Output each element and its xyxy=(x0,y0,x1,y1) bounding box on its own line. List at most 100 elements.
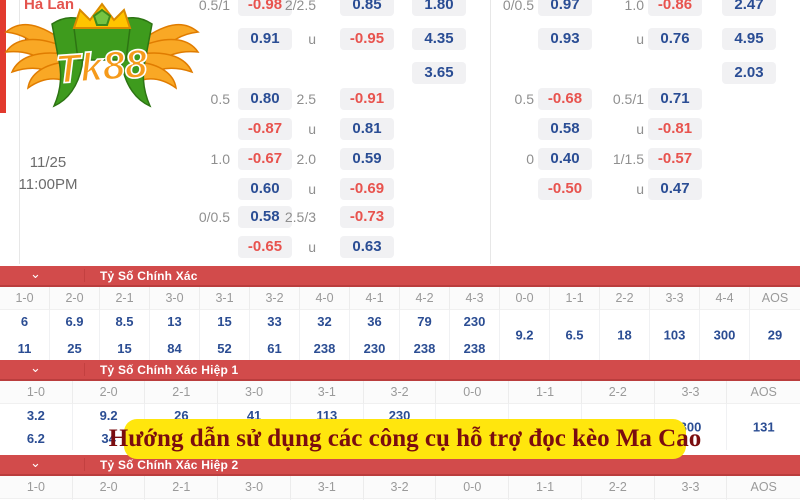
under-odds[interactable]: -0.95 xyxy=(340,28,394,50)
home-team-name[interactable]: Hà Lan xyxy=(24,0,75,13)
score-odds-home[interactable]: 13 xyxy=(167,314,182,329)
match-datetime: 11/25 11:00PM xyxy=(0,152,96,196)
score-odds-home[interactable]: 36 xyxy=(367,314,382,329)
logo-text: Tk88 xyxy=(55,42,150,92)
score-odds-home[interactable]: 15 xyxy=(217,314,232,329)
score-odds-away[interactable]: 15 xyxy=(117,341,132,356)
over-odds[interactable]: -0.73 xyxy=(340,206,394,228)
score-column: 1-0 6 11 xyxy=(0,287,50,360)
score-odds-home[interactable]: 33 xyxy=(267,314,282,329)
score-odds[interactable]: 6.5 xyxy=(565,327,584,343)
divider xyxy=(84,458,85,471)
score-label: 1-1 xyxy=(509,476,582,499)
under-odds[interactable]: 0.81 xyxy=(340,118,394,140)
under-odds[interactable]: -0.69 xyxy=(340,178,394,200)
score-odds-home[interactable]: 3.2 xyxy=(26,408,45,423)
score-label: 2-1 xyxy=(145,476,219,499)
score-odds-home[interactable]: 6 xyxy=(20,314,29,329)
handicap-home-odds[interactable]: -0.67 xyxy=(238,148,292,170)
1x2-draw-odds[interactable]: 4.35 xyxy=(412,28,466,50)
score-label: 3-1 xyxy=(200,287,250,310)
score-column: AOS xyxy=(727,476,800,500)
score-odds-home[interactable]: 9.2 xyxy=(99,408,118,423)
score-odds-away[interactable]: 61 xyxy=(267,341,282,356)
handicap-home-odds[interactable]: 0.58 xyxy=(238,206,292,228)
score-column: 3-3 300 xyxy=(654,381,728,450)
1x2-draw-odds[interactable]: 4.95 xyxy=(722,28,776,50)
chevron-down-icon[interactable]: ⌄ xyxy=(30,360,41,375)
score-label: 2-1 xyxy=(145,381,219,404)
under-label: u xyxy=(308,239,316,255)
handicap-home-odds[interactable]: -0.98 xyxy=(238,0,292,16)
score-odds-away[interactable]: 52 xyxy=(217,341,232,356)
score-odds-away[interactable]: 34 xyxy=(101,431,116,446)
under-odds[interactable]: -0.81 xyxy=(648,118,702,140)
score-odds-home[interactable]: 32 xyxy=(317,314,332,329)
1x2-away-odds[interactable]: 3.65 xyxy=(412,62,466,84)
score-label: 0-0 xyxy=(436,381,510,404)
handicap-home-odds[interactable]: 0.40 xyxy=(538,148,592,170)
score-odds-away[interactable]: 11 xyxy=(17,341,32,356)
under-label: u xyxy=(308,181,316,197)
1x2-away-odds[interactable]: 2.03 xyxy=(722,62,776,84)
under-odds[interactable]: 0.63 xyxy=(340,236,394,258)
score-odds[interactable]: 18 xyxy=(617,327,632,343)
handicap-away-odds[interactable]: 0.93 xyxy=(538,28,592,50)
handicap-away-odds[interactable]: 0.60 xyxy=(238,178,292,200)
score-odds[interactable]: 103 xyxy=(663,327,686,343)
under-odds[interactable]: 0.47 xyxy=(648,178,702,200)
handicap-away-odds[interactable]: -0.50 xyxy=(538,178,592,200)
1x2-home-odds[interactable]: 2.47 xyxy=(722,0,776,16)
handicap-home-odds[interactable]: -0.68 xyxy=(538,88,592,110)
score-odds-home[interactable]: 8.5 xyxy=(115,314,134,329)
handicap-home-odds[interactable]: 0.80 xyxy=(238,88,292,110)
section-header[interactable]: ⌄ Tỷ Số Chính Xác Hiệp 1 xyxy=(0,360,800,381)
score-odds[interactable]: 300 xyxy=(713,327,736,343)
score-odds-away[interactable]: 230 xyxy=(363,341,386,356)
score-odds-away[interactable]: 25 xyxy=(67,341,82,356)
handicap-line: 0 xyxy=(526,151,534,167)
score-odds-home[interactable]: 79 xyxy=(417,314,432,329)
over-odds[interactable]: -0.91 xyxy=(340,88,394,110)
score-odds-home[interactable]: 230 xyxy=(463,314,486,329)
score-odds-away[interactable]: 84 xyxy=(167,341,182,356)
score-column: 1-0 xyxy=(0,476,73,500)
score-odds-home[interactable]: 6.9 xyxy=(65,314,84,329)
chevron-down-icon[interactable]: ⌄ xyxy=(30,266,41,281)
promo-banner[interactable]: Hướng dẫn sử dụng các công cụ hỗ trợ đọc… xyxy=(109,419,701,459)
over-odds[interactable]: 0.85 xyxy=(340,0,394,16)
score-label: 1-1 xyxy=(509,381,582,404)
section-header[interactable]: ⌄ Tỷ Số Chính Xác Hiệp 2 xyxy=(0,455,800,476)
score-odds-away[interactable]: 6.2 xyxy=(26,431,45,446)
handicap-home-odds[interactable]: 0.97 xyxy=(538,0,592,16)
handicap-away-odds[interactable]: 0.58 xyxy=(538,118,592,140)
section-title: Tỷ Số Chính Xác Hiệp 1 xyxy=(100,362,239,377)
score-column: 3-0 13 84 xyxy=(150,287,200,360)
correct-score-half2-section: ⌄ Tỷ Số Chính Xác Hiệp 2 1-0 2-0 2-1 xyxy=(0,455,800,500)
chevron-down-icon[interactable]: ⌄ xyxy=(30,455,41,470)
over-odds[interactable]: -0.57 xyxy=(648,148,702,170)
score-column: 2-2 xyxy=(581,476,655,500)
goals-line: 1/1.5 xyxy=(612,151,644,167)
score-odds-away[interactable]: 238 xyxy=(313,341,336,356)
handicap-away-odds[interactable]: -0.65 xyxy=(238,236,292,258)
under-odds[interactable]: 0.76 xyxy=(648,28,702,50)
handicap-away-odds[interactable]: -0.87 xyxy=(238,118,292,140)
score-column: 2-2 18 xyxy=(600,287,650,360)
score-odds-away[interactable]: 238 xyxy=(463,341,486,356)
section-header[interactable]: ⌄ Tỷ Số Chính Xác xyxy=(0,266,800,287)
score-odds[interactable]: 29 xyxy=(767,327,783,343)
over-odds[interactable]: -0.86 xyxy=(648,0,702,16)
score-odds-away[interactable]: 238 xyxy=(413,341,436,356)
score-odds[interactable]: 9.2 xyxy=(515,327,534,343)
over-odds[interactable]: 0.71 xyxy=(648,88,702,110)
score-label: 2-2 xyxy=(581,476,655,499)
over-odds[interactable]: 0.59 xyxy=(340,148,394,170)
1x2-home-odds[interactable]: 1.80 xyxy=(412,0,466,16)
correct-score-section: ⌄ Tỷ Số Chính Xác 1-0 6 11 2-0 xyxy=(0,266,800,360)
score-label: 4-2 xyxy=(400,287,450,310)
handicap-away-odds[interactable]: 0.91 xyxy=(238,28,292,50)
goals-line: 1.0 xyxy=(624,0,644,13)
score-odds[interactable]: 131 xyxy=(752,419,775,435)
score-label: 1-0 xyxy=(0,287,50,310)
